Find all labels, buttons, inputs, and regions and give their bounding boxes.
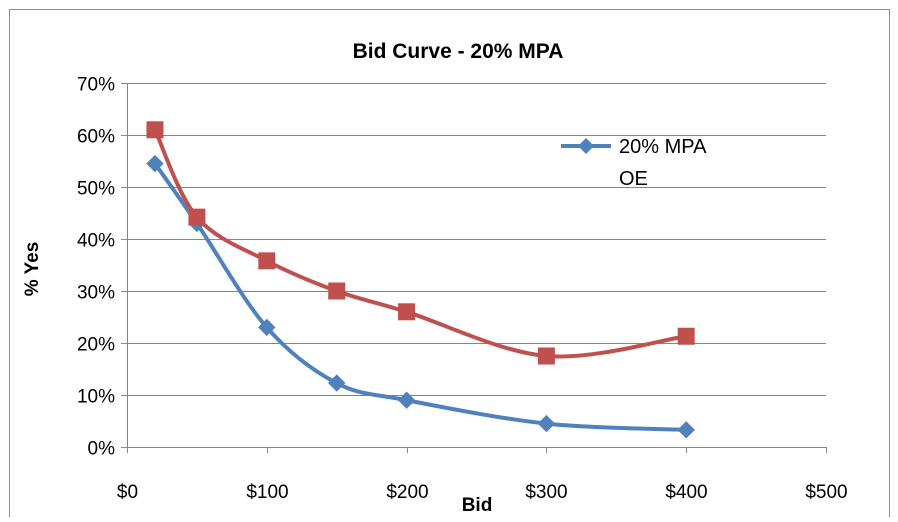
legend: 20% MPA OE — [561, 136, 707, 190]
y-tick-label: 50% — [77, 179, 115, 200]
legend-label-20-mpa: 20% MPA — [619, 136, 707, 158]
y-axis-label: % Yes — [22, 242, 43, 297]
data-point-oe — [677, 327, 695, 345]
data-point-20-mpa — [258, 318, 276, 337]
x-tick-label: $100 — [246, 482, 288, 503]
data-point-oe — [398, 303, 416, 321]
x-tick-labels: $0 $100 $200 $300 $400 $500 — [117, 482, 848, 503]
y-tick-label: 20% — [77, 335, 115, 356]
y-tick-label: 10% — [77, 387, 115, 408]
x-tick-label: $400 — [665, 482, 707, 503]
data-point-20-mpa — [677, 421, 695, 439]
y-tick-label: 0% — [88, 439, 116, 460]
x-tick-label: $0 — [117, 482, 138, 503]
data-point-20-mpa — [397, 391, 416, 409]
gridlines — [127, 83, 826, 396]
data-point-20-mpa — [327, 374, 346, 392]
y-tick-label: 40% — [77, 231, 115, 252]
data-point-oe — [146, 121, 164, 139]
data-point-oe — [258, 252, 276, 270]
x-tick-label: $500 — [805, 482, 847, 503]
y-tick-label: 60% — [77, 127, 115, 148]
y-tick-label: 70% — [77, 75, 115, 96]
x-axis-label: Bid — [462, 495, 493, 516]
data-point-oe — [537, 347, 555, 365]
data-point-oe — [188, 208, 206, 226]
series-layer — [146, 121, 695, 439]
chart-title: Bid Curve - 20% MPA — [353, 40, 564, 63]
legend-label-oe: OE — [619, 168, 648, 190]
axes — [121, 83, 827, 453]
data-point-20-mpa — [537, 414, 556, 433]
x-tick-label: $300 — [525, 482, 567, 503]
data-point-20-mpa — [146, 154, 164, 173]
y-tick-labels: 0% 10% 20% 30% 40% 50% 60% 70% — [77, 75, 115, 460]
y-tick-label: 30% — [77, 283, 115, 304]
chart-border — [9, 9, 890, 522]
x-tick-label: $200 — [386, 482, 428, 503]
data-point-oe — [328, 282, 346, 300]
legend-marker-20-mpa — [578, 138, 594, 154]
